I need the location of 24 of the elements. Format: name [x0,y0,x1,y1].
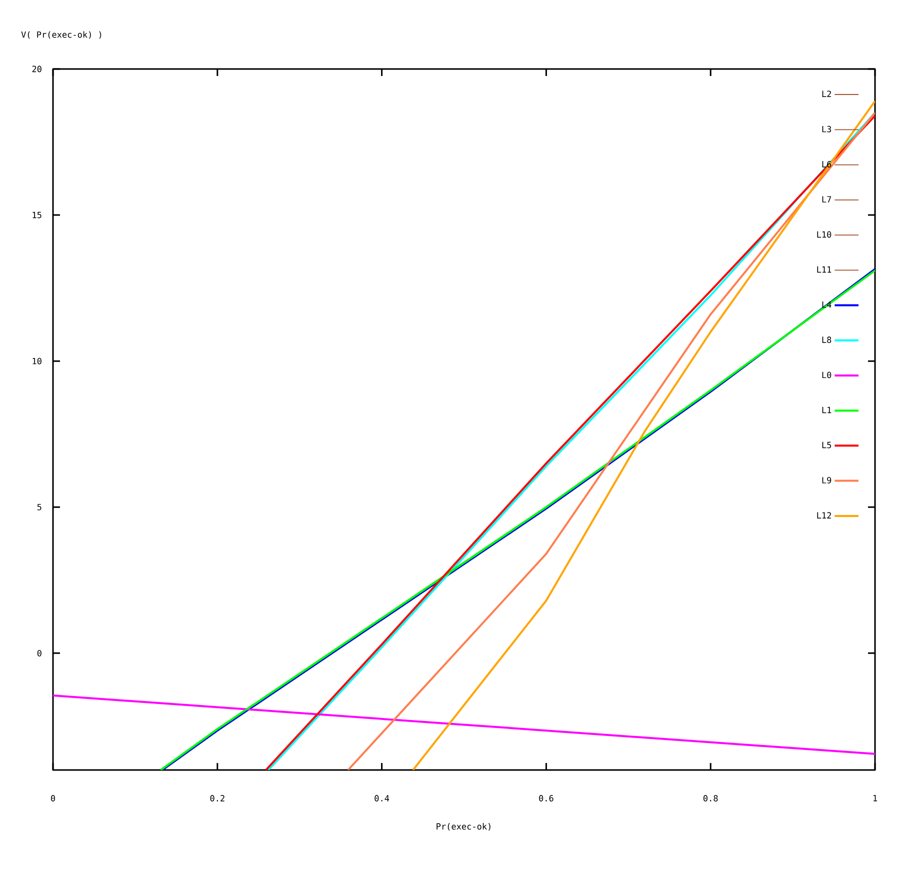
y-tick-label: 15 [32,212,42,218]
x-tick-label: 0.4 [374,795,390,802]
x-tick-label: 0.8 [703,795,718,802]
legend-label: L12 [817,512,831,518]
legend-label: L5 [822,442,832,448]
legend-label: L8 [822,336,832,343]
x-tick-label: 0.2 [210,795,224,802]
y-tick-label: 20 [32,66,42,72]
legend-label: L3 [822,126,832,132]
y-tick-label: 0 [37,650,42,656]
legend-label: L10 [817,231,832,238]
x-tick-label: 1 [873,795,877,802]
y-axis-title: V( Pr(exec-ok) ) [21,31,102,39]
x-tick-label: 0 [50,795,56,802]
y-tick-label: 5 [37,504,42,510]
x-axis-title: Pr(exec-ok) [436,823,490,831]
legend-label: L7 [822,196,832,202]
legend-label: L1 [822,406,832,414]
legend-label: L11 [817,266,832,273]
legend-label: L9 [822,476,832,484]
legend-label: L2 [822,90,831,98]
y-tick-label: 10 [32,358,42,364]
x-tick-label: 0.6 [539,795,554,802]
legend-label: L0 [822,372,832,378]
